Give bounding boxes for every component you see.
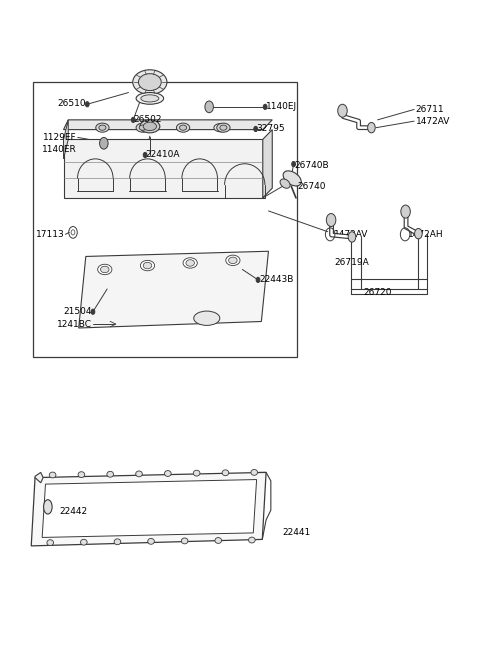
Circle shape xyxy=(326,213,336,226)
Ellipse shape xyxy=(139,125,146,131)
Ellipse shape xyxy=(136,471,143,477)
Text: 26719A: 26719A xyxy=(334,258,369,268)
Ellipse shape xyxy=(143,262,152,269)
Text: 1140EJ: 1140EJ xyxy=(266,102,297,112)
Ellipse shape xyxy=(148,539,155,544)
Ellipse shape xyxy=(133,70,167,94)
Text: 22410A: 22410A xyxy=(145,150,180,159)
Ellipse shape xyxy=(107,471,114,477)
Ellipse shape xyxy=(165,470,171,476)
Text: 21504: 21504 xyxy=(63,307,92,316)
Text: 26740B: 26740B xyxy=(295,161,329,170)
Polygon shape xyxy=(31,472,266,546)
Polygon shape xyxy=(63,120,68,159)
Ellipse shape xyxy=(217,123,230,133)
Text: 1129EF: 1129EF xyxy=(43,133,76,142)
Circle shape xyxy=(132,117,135,123)
Polygon shape xyxy=(263,130,272,198)
Circle shape xyxy=(368,123,375,133)
Ellipse shape xyxy=(280,179,290,188)
Text: 1241BC: 1241BC xyxy=(57,319,92,329)
Ellipse shape xyxy=(47,540,54,546)
Circle shape xyxy=(143,152,147,157)
Circle shape xyxy=(99,137,108,149)
Ellipse shape xyxy=(222,470,229,476)
Circle shape xyxy=(263,104,267,110)
Ellipse shape xyxy=(136,92,164,104)
Text: 22441: 22441 xyxy=(283,528,311,537)
Circle shape xyxy=(256,277,260,283)
Circle shape xyxy=(415,228,422,239)
Ellipse shape xyxy=(251,470,258,476)
Circle shape xyxy=(91,309,95,314)
Text: 26740: 26740 xyxy=(297,182,325,191)
Ellipse shape xyxy=(114,539,121,544)
Text: 22443B: 22443B xyxy=(259,276,293,284)
Text: 26502: 26502 xyxy=(133,115,162,125)
Circle shape xyxy=(348,232,356,242)
Polygon shape xyxy=(63,120,272,130)
Circle shape xyxy=(85,102,89,107)
Ellipse shape xyxy=(44,500,52,514)
Text: 26711: 26711 xyxy=(416,105,444,114)
Ellipse shape xyxy=(100,266,109,273)
Text: 1472AH: 1472AH xyxy=(408,230,444,239)
Text: 1472AV: 1472AV xyxy=(416,117,450,126)
Ellipse shape xyxy=(140,120,160,133)
Ellipse shape xyxy=(81,539,87,545)
Circle shape xyxy=(338,104,347,117)
Polygon shape xyxy=(42,480,257,537)
Ellipse shape xyxy=(177,123,190,133)
Ellipse shape xyxy=(220,125,227,131)
Ellipse shape xyxy=(215,537,222,543)
Text: 26720: 26720 xyxy=(363,289,392,297)
Ellipse shape xyxy=(181,538,188,544)
Ellipse shape xyxy=(228,257,237,264)
Ellipse shape xyxy=(97,264,112,275)
Ellipse shape xyxy=(138,73,161,91)
Text: 17113: 17113 xyxy=(36,230,64,239)
Circle shape xyxy=(254,127,258,132)
Ellipse shape xyxy=(193,470,200,476)
Ellipse shape xyxy=(143,122,156,131)
Polygon shape xyxy=(79,251,268,328)
Ellipse shape xyxy=(186,260,194,266)
Text: 22442: 22442 xyxy=(60,507,88,516)
Ellipse shape xyxy=(180,125,187,131)
Ellipse shape xyxy=(96,123,109,133)
Ellipse shape xyxy=(183,258,197,268)
Ellipse shape xyxy=(141,95,159,102)
Ellipse shape xyxy=(78,472,85,478)
Ellipse shape xyxy=(140,260,155,271)
Ellipse shape xyxy=(283,171,301,186)
Ellipse shape xyxy=(249,537,255,543)
Polygon shape xyxy=(63,139,263,198)
Circle shape xyxy=(205,101,214,113)
Circle shape xyxy=(401,205,410,218)
Ellipse shape xyxy=(49,472,56,478)
Bar xyxy=(33,82,297,358)
Ellipse shape xyxy=(136,123,149,133)
Ellipse shape xyxy=(214,123,228,132)
Ellipse shape xyxy=(194,311,220,325)
Circle shape xyxy=(292,161,296,167)
Text: 32795: 32795 xyxy=(257,125,285,133)
Polygon shape xyxy=(35,472,43,483)
Text: 26510: 26510 xyxy=(57,99,86,108)
Text: 1472AV: 1472AV xyxy=(334,230,368,239)
Ellipse shape xyxy=(226,255,240,266)
Text: 1140ER: 1140ER xyxy=(42,144,76,154)
Ellipse shape xyxy=(99,125,106,131)
